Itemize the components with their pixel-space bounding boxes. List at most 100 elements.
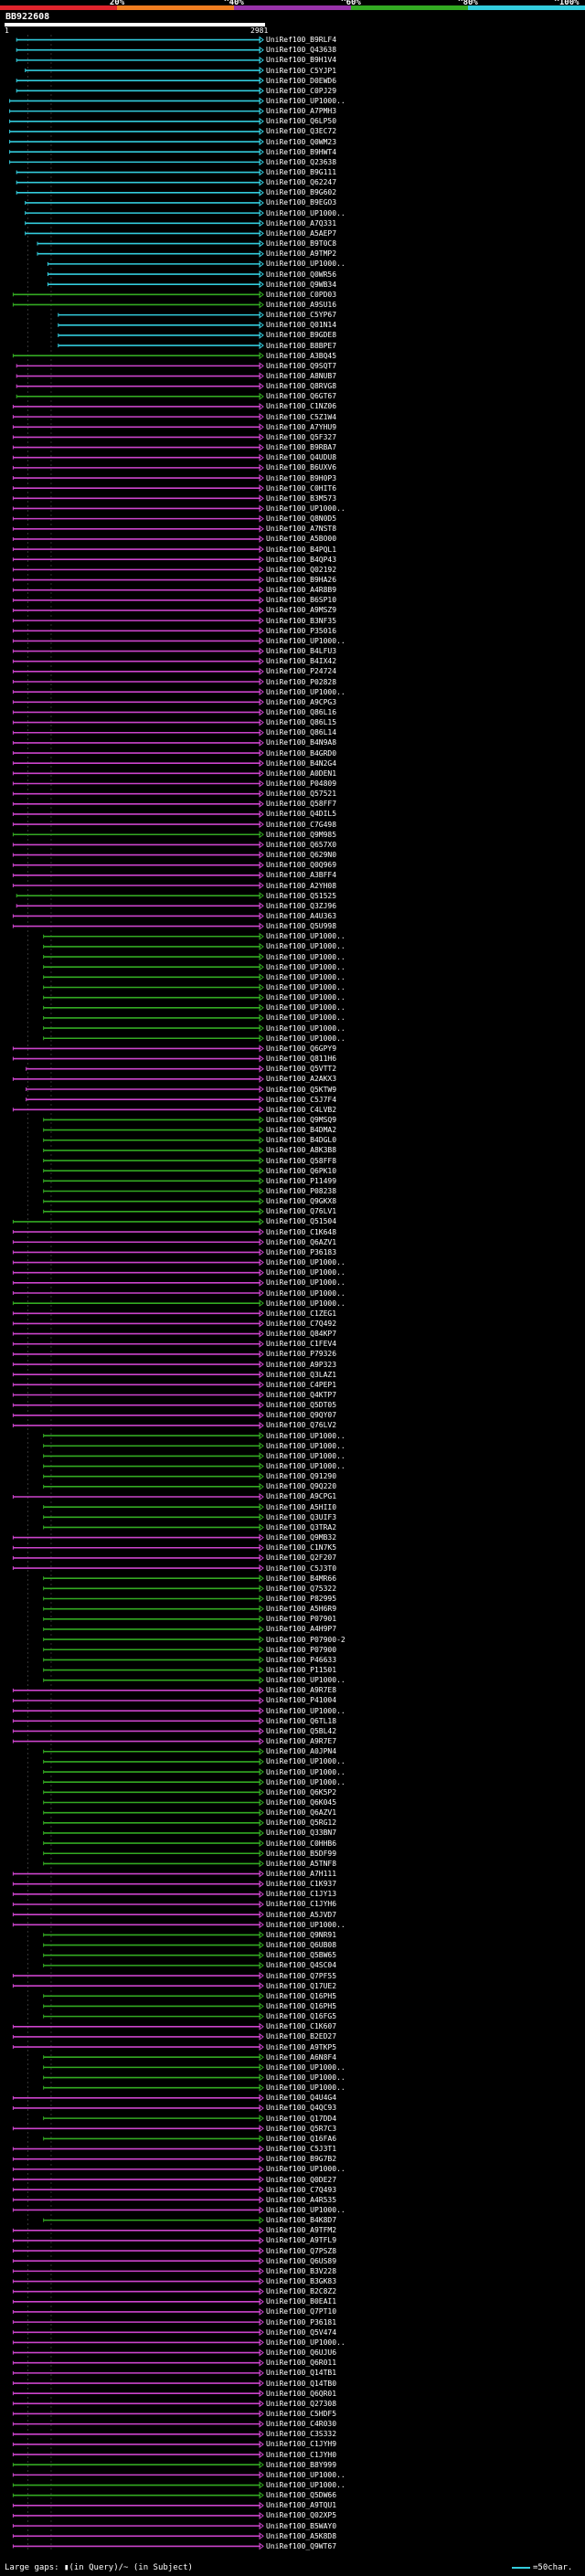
hit-label[interactable]: UniRef100_Q33BN7 bbox=[266, 1829, 337, 1838]
hit-label[interactable]: UniRef100_Q3ZJ96 bbox=[266, 901, 337, 910]
hit-label[interactable]: UniRef100_Q02XP5 bbox=[266, 2511, 337, 2520]
hit-label[interactable]: UniRef100_UP1000.. bbox=[266, 972, 346, 981]
hit-label[interactable]: UniRef100_Q5BW65 bbox=[266, 1951, 337, 1960]
hit-label[interactable]: UniRef100_B9HA26 bbox=[266, 576, 337, 584]
hit-label[interactable]: UniRef100_Q5KTW9 bbox=[266, 1085, 337, 1094]
hit-label[interactable]: UniRef100_Q4KTP7 bbox=[266, 1390, 337, 1399]
hit-label[interactable]: UniRef100_A5AEP7 bbox=[266, 228, 337, 238]
hit-label[interactable]: UniRef100_UP1000.. bbox=[266, 1462, 346, 1471]
hit-label[interactable]: UniRef100_Q51525 bbox=[266, 891, 337, 900]
hit-label[interactable]: UniRef100_Q9WB34 bbox=[266, 280, 337, 289]
hit-label[interactable]: UniRef100_Q5RG12 bbox=[266, 1818, 337, 1828]
hit-label[interactable]: UniRef100_C7Q492 bbox=[266, 1319, 337, 1328]
hit-label[interactable]: UniRef100_Q6K045 bbox=[266, 1797, 337, 1807]
hit-label[interactable]: UniRef100_Q86L16 bbox=[266, 707, 337, 716]
hit-label[interactable]: UniRef100_Q16PH5 bbox=[266, 1991, 337, 2000]
hit-label[interactable]: UniRef100_Q6AZV1 bbox=[266, 1237, 337, 1246]
hit-label[interactable]: UniRef100_P46633 bbox=[266, 1655, 337, 1664]
hit-label[interactable]: UniRef100_Q02192 bbox=[266, 565, 337, 574]
hit-label[interactable]: UniRef100_Q6GT67 bbox=[266, 392, 337, 401]
hit-label[interactable]: UniRef100_Q51504 bbox=[266, 1217, 337, 1226]
hit-label[interactable]: UniRef100_A7YHU9 bbox=[266, 422, 337, 431]
hit-label[interactable]: UniRef100_Q58FF7 bbox=[266, 800, 337, 809]
hit-label[interactable]: UniRef100_A2YH08 bbox=[266, 881, 337, 890]
hit-label[interactable]: UniRef100_C1K648 bbox=[266, 1227, 337, 1236]
hit-label[interactable]: UniRef100_Q16PH5 bbox=[266, 2001, 337, 2010]
hit-label[interactable]: UniRef100_A5JVD7 bbox=[266, 1910, 337, 1919]
hit-label[interactable]: UniRef100_B4QP43 bbox=[266, 555, 337, 564]
hit-label[interactable]: UniRef100_A7H111 bbox=[266, 1870, 337, 1879]
hit-label[interactable]: UniRef100_Q7PSZ8 bbox=[266, 2246, 337, 2255]
hit-label[interactable]: UniRef100_UP1000.. bbox=[266, 2083, 346, 2093]
hit-label[interactable]: UniRef100_Q7PT10 bbox=[266, 2307, 337, 2316]
hit-label[interactable]: UniRef100_C1NZ06 bbox=[266, 402, 337, 411]
hit-label[interactable]: UniRef100_B9T0C8 bbox=[266, 239, 337, 249]
hit-label[interactable]: UniRef100_Q7PF55 bbox=[266, 1971, 337, 1980]
hit-label[interactable]: UniRef100_B3M573 bbox=[266, 493, 337, 503]
hit-label[interactable]: UniRef100_C5J7F4 bbox=[266, 1095, 337, 1104]
hit-label[interactable]: UniRef100_Q0DE27 bbox=[266, 2175, 337, 2184]
hit-label[interactable]: UniRef100_B4K8D7 bbox=[266, 2216, 337, 2225]
hit-label[interactable]: UniRef100_B0EAI1 bbox=[266, 2297, 337, 2306]
hit-label[interactable]: UniRef100_Q4U4G4 bbox=[266, 2094, 337, 2103]
hit-label[interactable]: UniRef100_B4IX42 bbox=[266, 657, 337, 666]
hit-label[interactable]: UniRef100_UP1000.. bbox=[266, 1299, 346, 1308]
hit-label[interactable]: UniRef100_Q0WM23 bbox=[266, 137, 337, 146]
hit-label[interactable]: UniRef100_Q01N14 bbox=[266, 321, 337, 330]
hit-label[interactable]: UniRef100_P07901 bbox=[266, 1615, 337, 1624]
hit-label[interactable]: UniRef100_C1JYH9 bbox=[266, 2440, 337, 2449]
hit-label[interactable]: UniRef100_UP1000.. bbox=[266, 1258, 346, 1267]
hit-label[interactable]: UniRef100_Q17UE2 bbox=[266, 1981, 337, 1990]
hit-label[interactable]: UniRef100_UP1000.. bbox=[266, 1013, 346, 1023]
hit-label[interactable]: UniRef100_A4H9P7 bbox=[266, 1625, 337, 1634]
hit-label[interactable]: UniRef100_UP1000.. bbox=[266, 687, 346, 696]
hit-label[interactable]: UniRef100_Q5F327 bbox=[266, 432, 337, 441]
hit-label[interactable]: UniRef100_Q4QC93 bbox=[266, 2104, 337, 2113]
hit-label[interactable]: UniRef100_C5HDF5 bbox=[266, 2409, 337, 2418]
hit-label[interactable]: UniRef100_P11499 bbox=[266, 1176, 337, 1185]
hit-label[interactable]: UniRef100_Q9SQT7 bbox=[266, 361, 337, 370]
hit-label[interactable]: UniRef100_C0PJ29 bbox=[266, 86, 337, 95]
hit-label[interactable]: UniRef100_Q6K5P2 bbox=[266, 1787, 337, 1797]
hit-label[interactable]: UniRef100_A9TMP2 bbox=[266, 249, 337, 259]
hit-label[interactable]: UniRef100_Q91290 bbox=[266, 1472, 337, 1481]
hit-label[interactable]: UniRef100_Q9GKX8 bbox=[266, 1197, 337, 1206]
hit-label[interactable]: UniRef100_Q0Q969 bbox=[266, 861, 337, 870]
hit-label[interactable]: UniRef100_C0HHB6 bbox=[266, 1839, 337, 1848]
hit-label[interactable]: UniRef100_Q9MB32 bbox=[266, 1533, 337, 1542]
hit-label[interactable]: UniRef100_C1JYH0 bbox=[266, 2450, 337, 2459]
hit-label[interactable]: UniRef100_B4N2G4 bbox=[266, 758, 337, 768]
hit-label[interactable]: UniRef100_C0PD03 bbox=[266, 290, 337, 299]
hit-label[interactable]: UniRef100_Q9QY07 bbox=[266, 1411, 337, 1420]
hit-label[interactable]: UniRef100_B4N9A8 bbox=[266, 738, 337, 747]
hit-label[interactable]: UniRef100_Q16FG5 bbox=[266, 2012, 337, 2021]
hit-label[interactable]: UniRef100_Q86L14 bbox=[266, 728, 337, 737]
hit-label[interactable]: UniRef100_B9EGO3 bbox=[266, 198, 337, 207]
hit-label[interactable]: UniRef100_B8Y999 bbox=[266, 2460, 337, 2469]
hit-label[interactable]: UniRef100_Q2F207 bbox=[266, 1553, 337, 1563]
hit-label[interactable]: UniRef100_A9TFM2 bbox=[266, 2226, 337, 2235]
hit-label[interactable]: UniRef100_B9G111 bbox=[266, 168, 337, 177]
hit-label[interactable]: UniRef100_Q76LV1 bbox=[266, 1207, 337, 1216]
hit-label[interactable]: UniRef100_B5DF99 bbox=[266, 1849, 337, 1858]
hit-label[interactable]: UniRef100_UP1000.. bbox=[266, 208, 346, 217]
hit-label[interactable]: UniRef100_Q629N0 bbox=[266, 851, 337, 860]
hit-label[interactable]: UniRef100_A9R7E8 bbox=[266, 1686, 337, 1695]
hit-label[interactable]: UniRef100_Q5DT05 bbox=[266, 1401, 337, 1410]
hit-label[interactable]: UniRef100_Q17DD4 bbox=[266, 2114, 337, 2123]
hit-label[interactable]: UniRef100_Q3LAZ1 bbox=[266, 1370, 337, 1379]
hit-label[interactable]: UniRef100_B4DGL0 bbox=[266, 1136, 337, 1145]
hit-label[interactable]: UniRef100_B9H0P3 bbox=[266, 473, 337, 482]
hit-label[interactable]: UniRef100_UP1000.. bbox=[266, 2205, 346, 2214]
hit-label[interactable]: UniRef100_UP1000.. bbox=[266, 2481, 346, 2490]
hit-label[interactable]: UniRef100_B6UXV6 bbox=[266, 463, 337, 472]
hit-label[interactable]: UniRef100_A8NUB7 bbox=[266, 372, 337, 381]
hit-label[interactable]: UniRef100_Q5R7C3 bbox=[266, 2124, 337, 2133]
hit-label[interactable]: UniRef100_B9H1V4 bbox=[266, 56, 337, 65]
hit-label[interactable]: UniRef100_Q6TL18 bbox=[266, 1716, 337, 1725]
hit-label[interactable]: UniRef100_Q23638 bbox=[266, 157, 337, 166]
hit-label[interactable]: UniRef100_C5Z1W4 bbox=[266, 412, 337, 421]
hit-label[interactable]: UniRef100_Q6UB08 bbox=[266, 1941, 337, 1950]
hit-label[interactable]: UniRef100_C1ZEG1 bbox=[266, 1309, 337, 1318]
hit-label[interactable]: UniRef100_A9CPG3 bbox=[266, 697, 337, 706]
